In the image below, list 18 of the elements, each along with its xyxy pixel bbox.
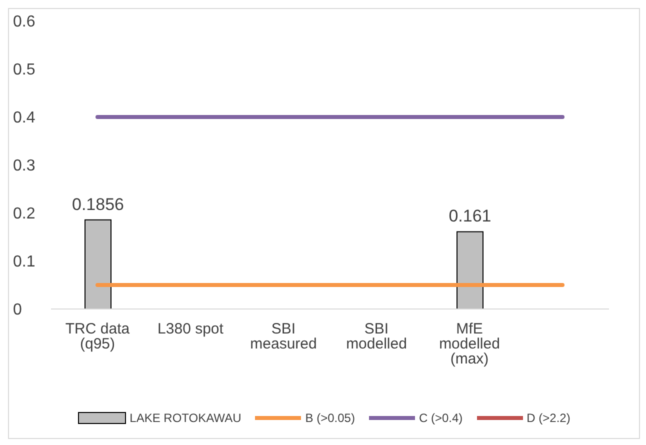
y-tick-label: 0.6: [13, 14, 36, 31]
legend-label: LAKE ROTOKAWAU: [128, 411, 242, 425]
y-tick-label: 0.3: [13, 158, 36, 175]
y-tick-label: 0.4: [13, 110, 36, 127]
y-tick-label: 0.2: [13, 206, 36, 223]
x-tick-label: SBI measured: [250, 320, 317, 353]
x-tick-label: MfE modelled (max): [439, 320, 500, 368]
legend-label: D (>2.2): [526, 411, 570, 425]
x-tick-label: TRC data (q95): [65, 320, 130, 353]
x-tick-label: L380 spot: [158, 320, 224, 338]
y-tick-label: 0: [13, 302, 22, 319]
y-tick-label: 0.1: [13, 254, 36, 271]
data-label: 0.1856: [72, 194, 124, 214]
legend-label: C (>0.4): [418, 411, 463, 425]
legend-label: B (>0.05): [304, 411, 355, 425]
x-tick-label: SBI modelled: [346, 320, 407, 353]
data-label: 0.161: [448, 206, 492, 226]
y-tick-label: 0.5: [13, 62, 36, 79]
